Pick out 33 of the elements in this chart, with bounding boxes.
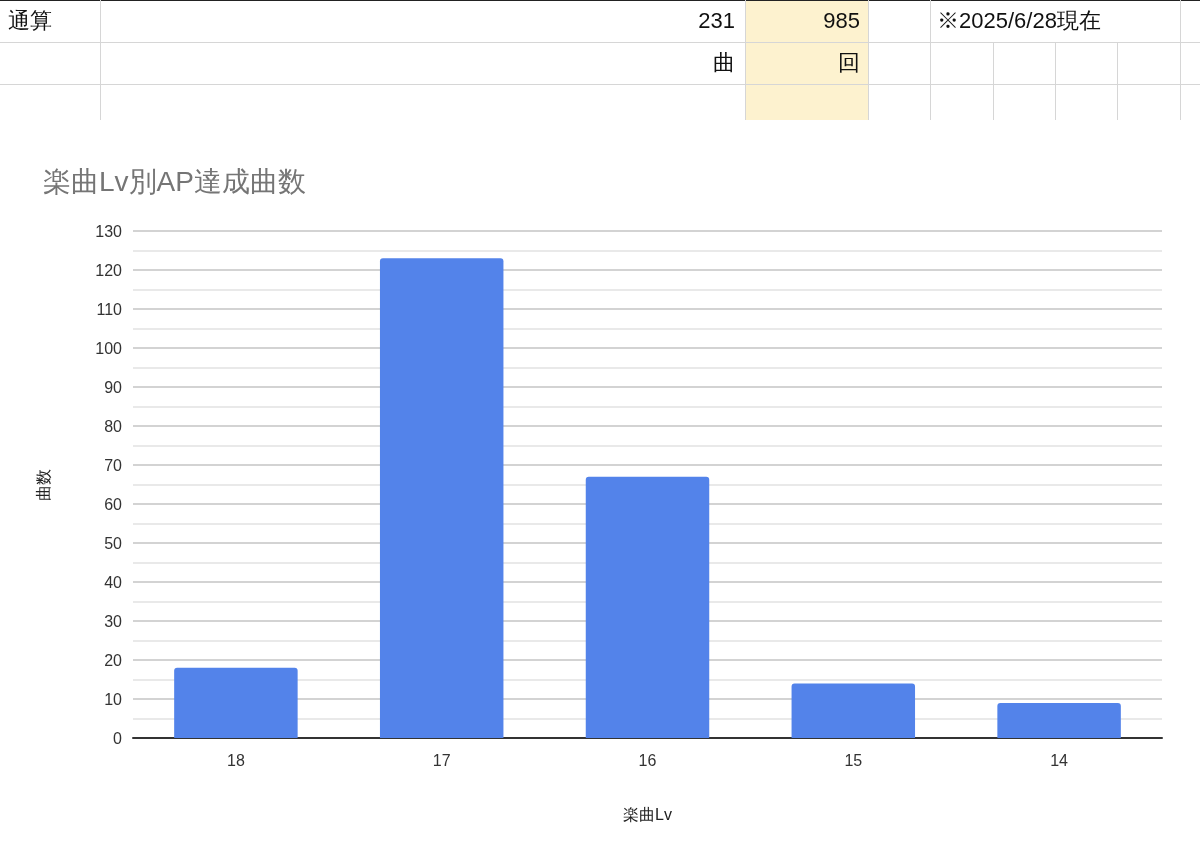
x-tick-label: 15 xyxy=(844,751,863,769)
bar xyxy=(379,258,504,738)
bar xyxy=(585,476,710,738)
y-tick-label: 70 xyxy=(104,456,123,474)
y-tick-label: 60 xyxy=(104,495,123,513)
bar xyxy=(997,702,1121,738)
text: 通算 xyxy=(8,8,52,34)
y-tick-label: 20 xyxy=(104,651,123,669)
y-tick-label: 50 xyxy=(104,534,123,552)
bar xyxy=(791,683,916,738)
y-tick-label: 40 xyxy=(104,573,123,591)
x-tick-label: 16 xyxy=(638,751,657,769)
y-tick-label: 80 xyxy=(104,417,123,435)
x-axis-title: 楽曲Lv xyxy=(623,805,672,823)
x-tick-label: 17 xyxy=(432,751,451,769)
x-tick-label: 14 xyxy=(1050,751,1069,769)
text: 231 xyxy=(698,8,735,34)
text: ※2025/6/28現在 xyxy=(937,8,1101,34)
y-tick-label: 130 xyxy=(95,222,123,240)
y-tick-label: 90 xyxy=(104,378,123,396)
y-axis-title: 曲数 xyxy=(34,468,52,501)
y-tick-label: 30 xyxy=(104,612,123,630)
y-tick-label: 120 xyxy=(95,261,123,279)
text: 曲 xyxy=(713,50,735,76)
y-tick-label: 100 xyxy=(95,339,123,357)
x-tick-label: 18 xyxy=(227,751,245,769)
text: 回 xyxy=(838,50,860,76)
chart-title: 楽曲Lv別AP達成曲数 xyxy=(43,165,306,197)
y-tick-label: 10 xyxy=(104,690,123,708)
bar xyxy=(174,667,298,738)
text: 985 xyxy=(823,8,860,34)
y-tick-label: 0 xyxy=(113,729,123,747)
y-tick-label: 110 xyxy=(96,300,123,318)
